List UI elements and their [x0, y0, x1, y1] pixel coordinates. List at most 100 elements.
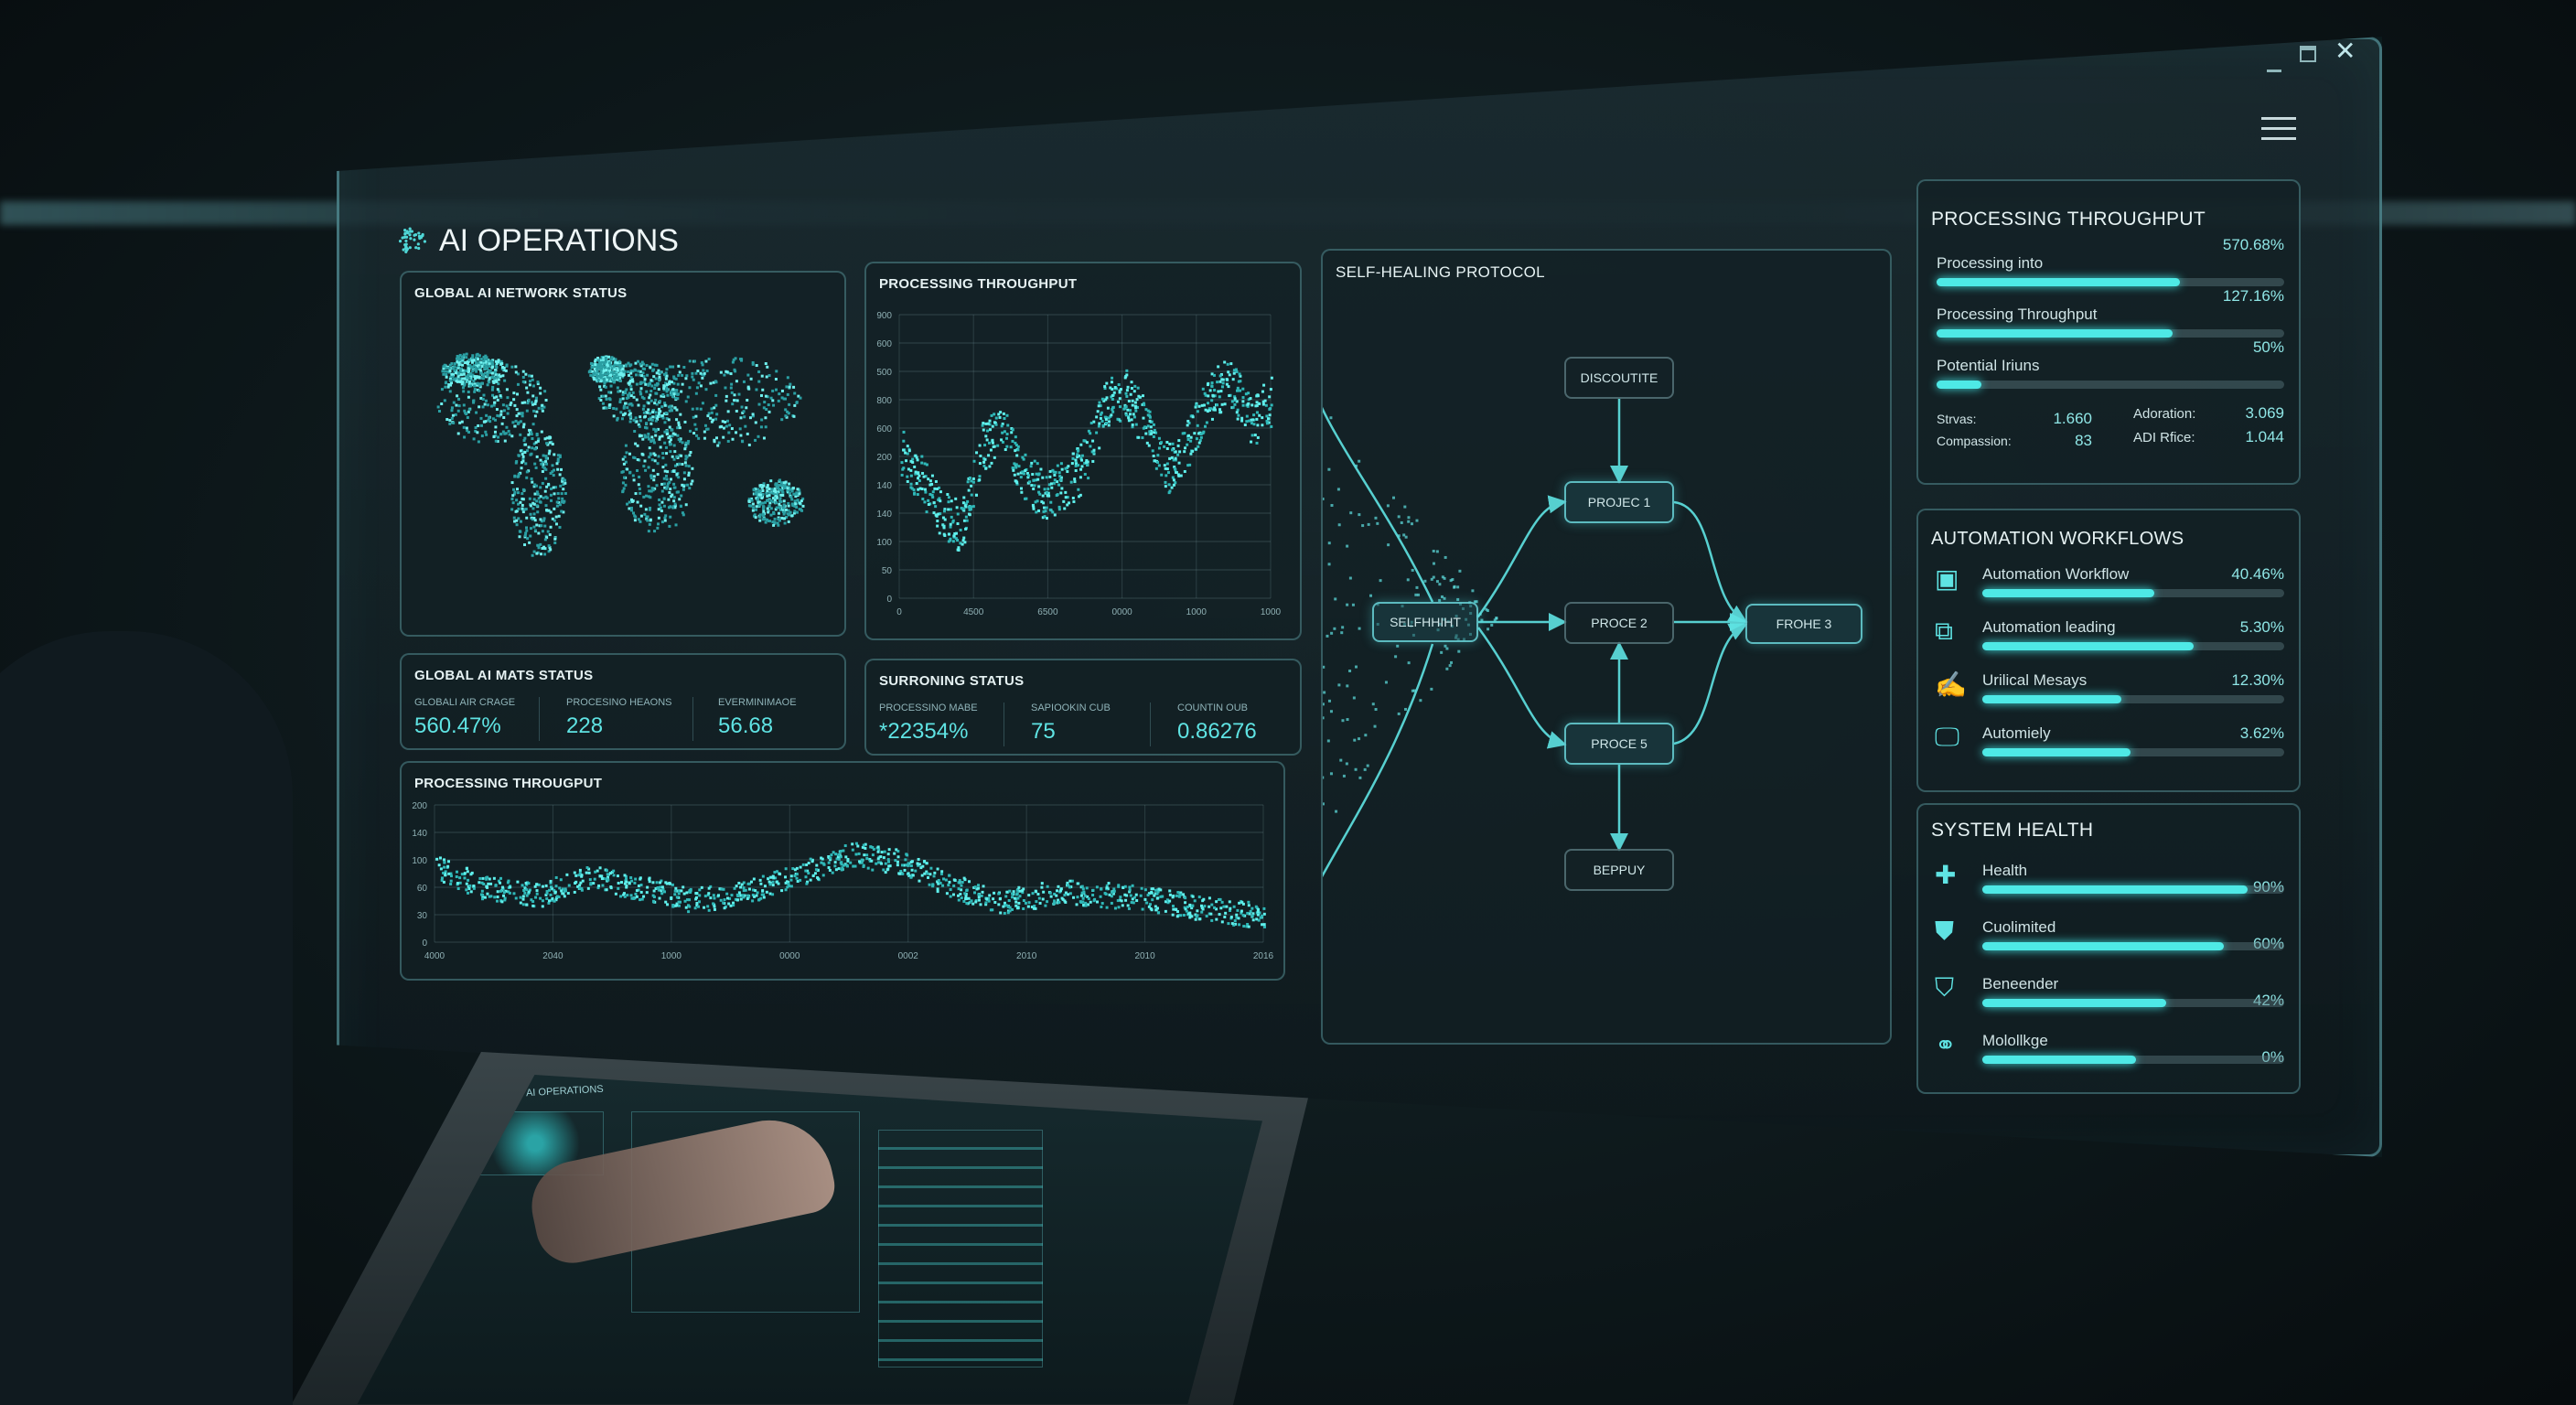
map-node: [456, 371, 460, 375]
data-point: [1006, 911, 1010, 915]
data-point: [856, 844, 860, 848]
map-node: [537, 544, 541, 548]
data-point: [829, 858, 832, 862]
data-point: [703, 895, 707, 898]
data-point: [806, 869, 810, 873]
map-node: [653, 363, 657, 367]
map-node: [796, 492, 800, 496]
map-node: [685, 374, 689, 378]
map-node: [488, 364, 491, 368]
map-node: [637, 370, 640, 373]
map-node: [624, 483, 628, 487]
data-point: [550, 898, 553, 902]
node-discoutite[interactable]: DISCOUTITE: [1564, 357, 1674, 399]
data-point: [1080, 885, 1084, 888]
data-point: [439, 867, 443, 871]
data-point: [805, 882, 809, 885]
data-point: [1107, 424, 1111, 427]
particle: [1404, 535, 1408, 539]
map-node: [541, 407, 544, 411]
map-node: [783, 484, 787, 488]
data-point: [1041, 494, 1045, 498]
data-point: [1003, 417, 1006, 421]
data-point: [960, 506, 963, 509]
map-node: [752, 506, 756, 509]
map-node: [778, 488, 782, 492]
tablet-screen[interactable]: AI OPERATIONS: [357, 1075, 1262, 1404]
data-point: [844, 855, 848, 859]
map-node: [667, 498, 671, 501]
node-projec-1[interactable]: PROJEC 1: [1564, 481, 1674, 523]
map-node: [675, 455, 679, 458]
node-proce-5[interactable]: PROCE 5: [1564, 723, 1674, 765]
restore-button[interactable]: [2300, 46, 2320, 66]
data-point: [573, 871, 576, 874]
map-node: [792, 385, 796, 389]
map-node: [442, 367, 445, 370]
map-node: [671, 493, 674, 497]
map-node: [474, 429, 478, 433]
menu-button[interactable]: [2261, 113, 2296, 145]
data-point: [1205, 421, 1208, 424]
map-node: [623, 370, 627, 373]
data-point: [1256, 393, 1260, 397]
data-point: [820, 861, 823, 864]
data-point: [1052, 481, 1056, 485]
map-node: [778, 484, 781, 488]
map-node: [704, 388, 708, 391]
data-point: [923, 488, 927, 491]
data-point: [446, 864, 450, 868]
data-point: [981, 424, 984, 427]
particle: [1406, 578, 1410, 582]
map-node: [597, 377, 601, 381]
data-point: [1063, 507, 1067, 510]
data-point: [757, 897, 761, 901]
data-point: [574, 882, 577, 885]
map-node: [754, 488, 757, 491]
map-node: [691, 375, 694, 379]
particle: [1355, 464, 1358, 467]
node-selfhhiht[interactable]: SELFHHIHT: [1372, 602, 1478, 642]
map-node: [741, 411, 745, 414]
map-node: [473, 375, 477, 379]
map-node: [656, 415, 660, 419]
map-node: [443, 363, 446, 367]
data-point: [1270, 376, 1273, 380]
map-node: [615, 363, 618, 367]
map-node: [746, 385, 750, 389]
data-point: [1135, 899, 1139, 903]
particle: [1348, 670, 1352, 673]
data-point: [965, 889, 969, 893]
map-node: [728, 424, 732, 427]
map-node: [494, 359, 498, 363]
node-beppuy[interactable]: BEPPUY: [1564, 849, 1674, 891]
map-node: [798, 492, 801, 496]
close-button[interactable]: ✕: [2334, 38, 2358, 64]
data-point: [742, 881, 746, 885]
node-proce-2[interactable]: PROCE 2: [1564, 602, 1674, 644]
map-node: [796, 488, 800, 491]
data-point: [488, 877, 491, 881]
data-point: [988, 423, 992, 426]
data-point: [909, 474, 913, 477]
map-node: [455, 357, 458, 360]
map-node: [628, 500, 631, 504]
map-node: [551, 464, 554, 467]
map-node: [789, 510, 792, 514]
data-point: [1066, 496, 1069, 499]
data-point: [1261, 923, 1264, 927]
data-point: [651, 900, 655, 904]
map-node: [679, 413, 682, 416]
data-point: [503, 898, 507, 902]
map-node: [519, 433, 522, 436]
data-point: [1110, 895, 1113, 898]
minimize-button[interactable]: [2265, 62, 2287, 75]
node-frohe-3[interactable]: FROHE 3: [1745, 604, 1862, 644]
world-map[interactable]: [409, 318, 839, 593]
data-point: [639, 898, 642, 902]
data-point: [809, 857, 812, 861]
data-point: [991, 438, 994, 442]
map-node: [636, 458, 639, 462]
